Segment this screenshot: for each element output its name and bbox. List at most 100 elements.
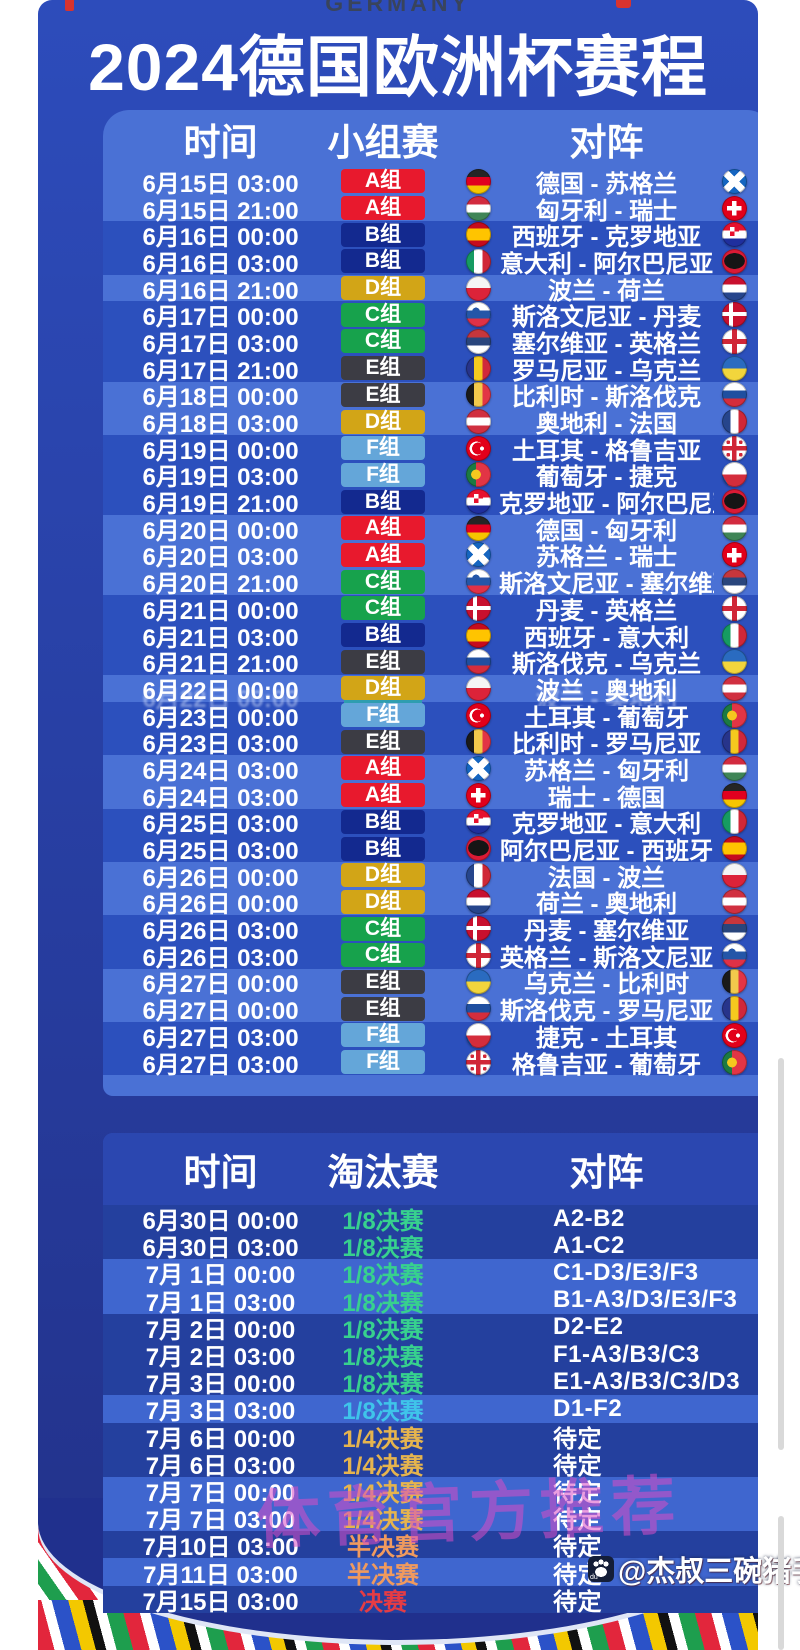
match-teams: 德国 - 苏格兰 bbox=[535, 170, 678, 198]
group-badge: A组 bbox=[341, 756, 425, 781]
match-teams: 意大利 - 阿尔巴尼亚 bbox=[499, 250, 714, 278]
red-glyph-fragment bbox=[65, 0, 74, 11]
match-time: 6月20日 00:00 bbox=[142, 517, 299, 545]
match-time: 7月 3日 03:00 bbox=[145, 1398, 296, 1426]
group-badge: F组 bbox=[341, 703, 425, 728]
match-row: 6月17日 03:00 C组 塞尔维亚 - 英格兰 bbox=[103, 328, 758, 358]
match-teams: 荷兰 - 奥地利 bbox=[535, 891, 678, 919]
match-row: 6月15日 03:00 A组 德国 - 苏格兰 bbox=[103, 168, 758, 198]
match-teams: 罗马尼亚 - 乌克兰 bbox=[511, 357, 702, 385]
flag-denmark-icon bbox=[466, 595, 491, 621]
group-badge: E组 bbox=[341, 969, 425, 994]
match-time: 7月 7日 03:00 bbox=[145, 1507, 296, 1535]
match-teams: 捷克 - 土耳其 bbox=[535, 1024, 678, 1052]
flag-england-icon bbox=[466, 942, 491, 968]
flag-austria-icon bbox=[466, 409, 491, 435]
match-row: 6月24日 03:00 A组 瑞士 - 德国 bbox=[103, 781, 758, 812]
flag-poland-icon bbox=[466, 675, 491, 701]
flag-belgium-icon bbox=[466, 729, 491, 755]
match-row: 6月23日 00:00 F组 土耳其 - 葡萄牙 bbox=[103, 701, 758, 732]
flag-poland-icon bbox=[722, 862, 747, 888]
flag-austria-icon bbox=[722, 889, 747, 915]
match-row: 6月17日 00:00 C组 斯洛文尼亚 - 丹麦 bbox=[103, 301, 758, 331]
group-badge: C组 bbox=[341, 302, 425, 327]
flag-croatia-icon bbox=[722, 222, 747, 248]
match-time: 6月26日 03:00 bbox=[142, 918, 299, 946]
header-group-stage: 小组赛 bbox=[327, 122, 439, 163]
matchup: 待定 bbox=[553, 1452, 602, 1480]
group-badge: E组 bbox=[341, 729, 425, 754]
match-teams: 比利时 - 斯洛伐克 bbox=[511, 384, 702, 412]
stage-label: 半决赛 bbox=[347, 1561, 419, 1589]
flag-scotland-icon bbox=[722, 168, 747, 194]
group-badge: C组 bbox=[341, 916, 425, 941]
knockout-row: 6月30日 00:00 1/8决赛 A2-B2 bbox=[103, 1204, 758, 1236]
match-row: 6月15日 21:00 A组 匈牙利 - 瑞士 bbox=[103, 194, 758, 225]
group-badge: E组 bbox=[341, 649, 425, 674]
match-row: 6月18日 00:00 E组 比利时 - 斯洛伐克 bbox=[103, 381, 758, 411]
group-badge: F组 bbox=[341, 1023, 425, 1048]
flag-czechia-icon bbox=[722, 462, 747, 488]
stage-label: 1/4决赛 bbox=[342, 1479, 424, 1507]
matchup: A2-B2 bbox=[553, 1204, 625, 1232]
flag-slovakia-icon bbox=[466, 649, 491, 675]
flag-scotland-icon bbox=[466, 755, 491, 781]
group-badge: A组 bbox=[341, 783, 425, 808]
flag-albania-icon bbox=[722, 489, 747, 515]
stage-label: 1/8决赛 bbox=[342, 1262, 424, 1290]
flag-serbia-icon bbox=[466, 328, 491, 354]
matchup: D2-E2 bbox=[553, 1313, 624, 1341]
group-badge: B组 bbox=[341, 809, 425, 834]
stage-label: 1/4决赛 bbox=[342, 1452, 424, 1480]
flag-ukraine-icon bbox=[722, 355, 747, 381]
match-row: 6月19日 00:00 F组 土耳其 - 格鲁吉亚 bbox=[103, 434, 758, 465]
flag-scotland-icon bbox=[466, 542, 491, 568]
group-badge: D组 bbox=[341, 409, 425, 434]
flag-denmark-icon bbox=[722, 302, 747, 328]
flag-denmark-icon bbox=[466, 916, 491, 942]
group-badge: A组 bbox=[341, 516, 425, 541]
match-row: 6月17日 21:00 E组 罗马尼亚 - 乌克兰 bbox=[103, 354, 758, 385]
match-row: 6月26日 00:00 D组 荷兰 - 奥地利 bbox=[103, 888, 758, 918]
match-teams: 乌克兰 - 比利时 bbox=[523, 971, 690, 999]
country-label: GERMANY bbox=[325, 0, 471, 16]
match-row: 6月20日 21:00 C组 斯洛文尼亚 - 塞尔维亚 bbox=[103, 568, 758, 598]
match-teams: 西班牙 - 意大利 bbox=[523, 624, 690, 652]
match-row: 6月19日 03:00 F组 葡萄牙 - 捷克 bbox=[103, 461, 758, 491]
match-time: 6月20日 21:00 bbox=[142, 571, 299, 599]
group-badge: E组 bbox=[341, 382, 425, 407]
flag-spain-icon bbox=[466, 222, 491, 248]
match-row: 6月25日 03:00 B组 克罗地亚 - 意大利 bbox=[103, 808, 758, 838]
flag-portugal-icon bbox=[722, 702, 747, 728]
matchup: F1-A3/B3/C3 bbox=[553, 1340, 700, 1368]
match-time: 6月16日 03:00 bbox=[142, 250, 299, 278]
group-badge: D组 bbox=[341, 276, 425, 301]
flag-slovenia-icon bbox=[722, 942, 747, 968]
flag-germany-icon bbox=[466, 168, 491, 194]
knockout-row: 7月 2日 03:00 1/8决赛 F1-A3/B3/C3 bbox=[103, 1340, 758, 1371]
red-glyph-fragment bbox=[616, 0, 631, 8]
scrollbar-thumb[interactable] bbox=[778, 1058, 784, 1450]
euro2024-schedule-poster: GERMANY 2024德国欧洲杯赛程 时间 小组赛 对阵 6月15日 03:0… bbox=[38, 0, 758, 1650]
match-row: 6月16日 21:00 D组 波兰 - 荷兰 bbox=[103, 274, 758, 305]
match-teams: 丹麦 - 塞尔维亚 bbox=[523, 918, 690, 946]
match-time: 6月18日 00:00 bbox=[142, 384, 299, 412]
matchup: B1-A3/D3/E3/F3 bbox=[553, 1286, 738, 1314]
group-badge: F组 bbox=[341, 436, 425, 461]
match-time: 6月25日 03:00 bbox=[142, 811, 299, 839]
matchup: 待定 bbox=[553, 1479, 602, 1507]
flag-france-icon bbox=[722, 409, 747, 435]
flag-albania-icon bbox=[722, 248, 747, 274]
match-row: 6月21日 21:00 E组 斯洛伐克 - 乌克兰 bbox=[103, 648, 758, 678]
match-row: 6月27日 00:00 E组 斯洛伐克 - 罗马尼亚 bbox=[103, 995, 758, 1025]
match-time: 6月16日 00:00 bbox=[142, 224, 299, 252]
flag-italy-icon bbox=[722, 809, 747, 835]
page-title: 2024德国欧洲杯赛程 bbox=[88, 30, 708, 104]
match-time: 6月23日 03:00 bbox=[142, 731, 299, 759]
match-teams: 法国 - 波兰 bbox=[547, 864, 666, 892]
scrollbar-thumb[interactable] bbox=[778, 1516, 784, 1650]
stage-label: 1/8决赛 bbox=[342, 1208, 424, 1236]
flag-turkey-icon bbox=[466, 435, 491, 461]
flag-germany-icon bbox=[722, 782, 747, 808]
match-time: 6月21日 03:00 bbox=[142, 624, 299, 652]
